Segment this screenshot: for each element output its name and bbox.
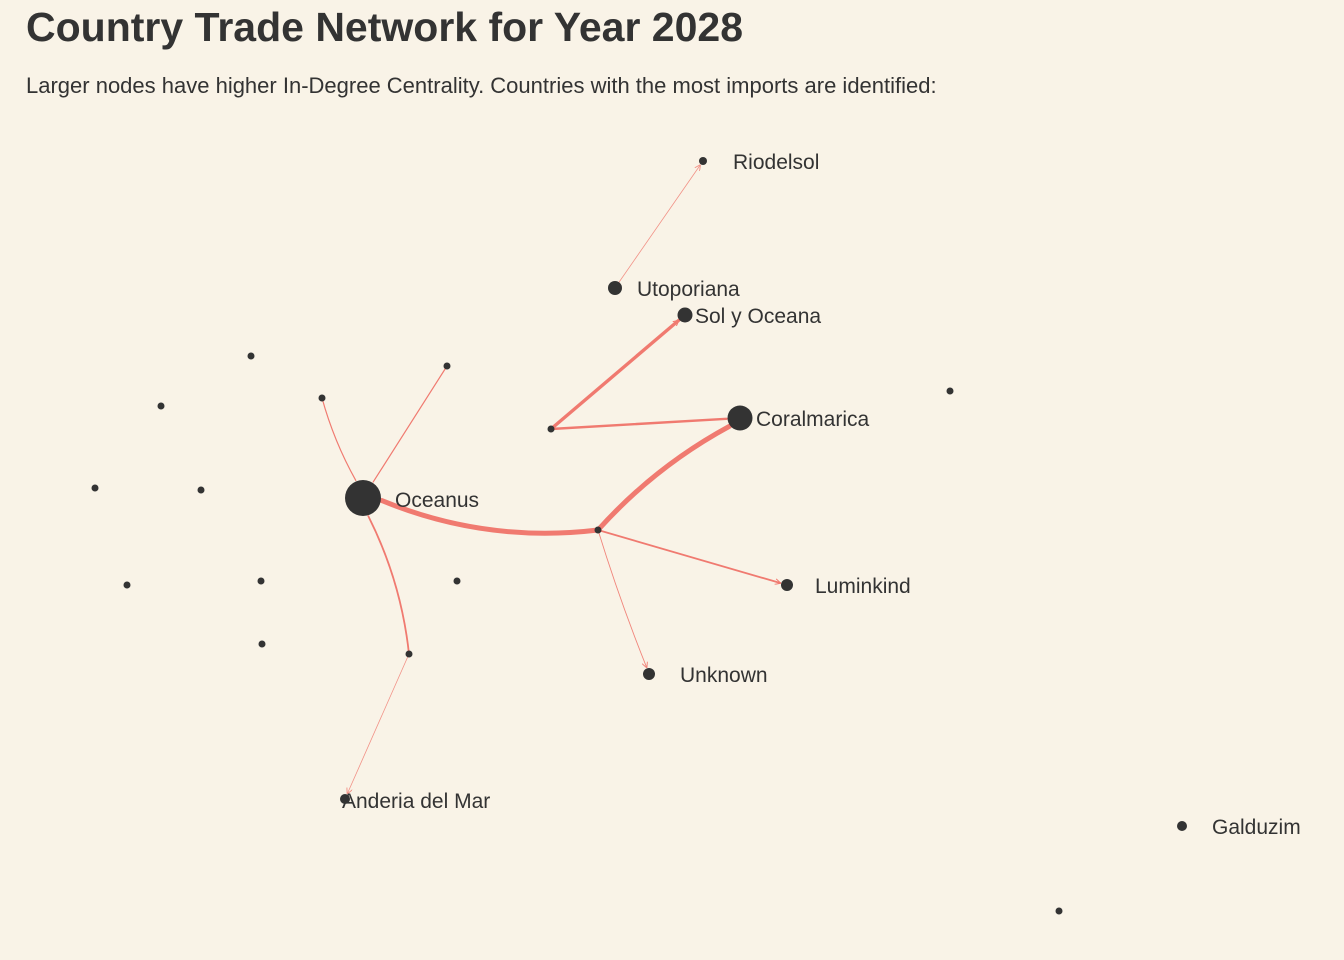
node-luminkind bbox=[781, 579, 793, 591]
node-n3 bbox=[443, 362, 451, 370]
edge-n5-to-oceanus bbox=[367, 515, 410, 655]
node-riodelsol bbox=[699, 157, 707, 165]
labels-layer: Riodelsol Utoporiana Sol y Oceana Coralmari… bbox=[342, 151, 1301, 839]
nodes-layer bbox=[91, 157, 1187, 915]
node-anderia-del-mar bbox=[340, 794, 350, 804]
node-n7 bbox=[157, 402, 165, 410]
node-n13 bbox=[258, 640, 266, 648]
node-oceanus bbox=[345, 480, 381, 516]
edges-layer bbox=[321, 165, 780, 794]
node-n4 bbox=[318, 394, 326, 402]
node-coralmarica bbox=[727, 405, 753, 431]
node-label-utoporiana: Utoporiana bbox=[637, 278, 740, 301]
edge-n2-to-oceanus bbox=[379, 498, 601, 536]
node-label-coralmarica: Coralmarica bbox=[756, 408, 870, 431]
edge-n1-to-sol-y-oceana bbox=[549, 318, 681, 431]
node-n6 bbox=[247, 352, 255, 360]
node-utoporiana bbox=[608, 281, 622, 295]
node-label-luminkind: Luminkind bbox=[815, 575, 911, 598]
node-label-riodelsol: Riodelsol bbox=[733, 151, 819, 174]
edge-n3-to-oceanus bbox=[372, 365, 448, 483]
chart-title: Country Trade Network for Year 2028 bbox=[26, 4, 744, 50]
node-n8 bbox=[91, 484, 99, 492]
node-label-galduzim: Galduzim bbox=[1212, 816, 1301, 839]
node-n2 bbox=[594, 526, 602, 534]
node-sol-y-oceana bbox=[677, 307, 693, 323]
edge-n2-to-luminkind bbox=[597, 529, 780, 583]
node-unknown bbox=[643, 668, 655, 680]
node-n14 bbox=[946, 387, 954, 395]
node-n1 bbox=[547, 425, 555, 433]
edge-n4-to-oceanus bbox=[321, 397, 357, 482]
edge-n5-to-anderia-del-mar bbox=[347, 653, 410, 794]
node-label-oceanus: Oceanus bbox=[395, 489, 479, 512]
node-label-unknown: Unknown bbox=[680, 664, 768, 687]
node-n11 bbox=[257, 577, 265, 585]
node-n9 bbox=[197, 486, 205, 494]
node-n5 bbox=[405, 650, 413, 658]
node-n15 bbox=[1055, 907, 1063, 915]
edge-n2-to-unknown bbox=[597, 529, 647, 667]
chart-subtitle: Larger nodes have higher In-Degree Centr… bbox=[26, 73, 937, 98]
edge-n1-to-coralmarica bbox=[549, 417, 728, 431]
node-label-anderia-del-mar: Anderia del Mar bbox=[342, 790, 490, 813]
edge-utoporiana-to-riodelsol bbox=[614, 165, 700, 289]
edge-n2-to-coralmarica bbox=[595, 423, 732, 533]
node-n10 bbox=[123, 581, 131, 589]
node-n12 bbox=[453, 577, 461, 585]
node-galduzim bbox=[1177, 821, 1187, 831]
node-label-sol-y-oceana: Sol y Oceana bbox=[695, 305, 821, 328]
